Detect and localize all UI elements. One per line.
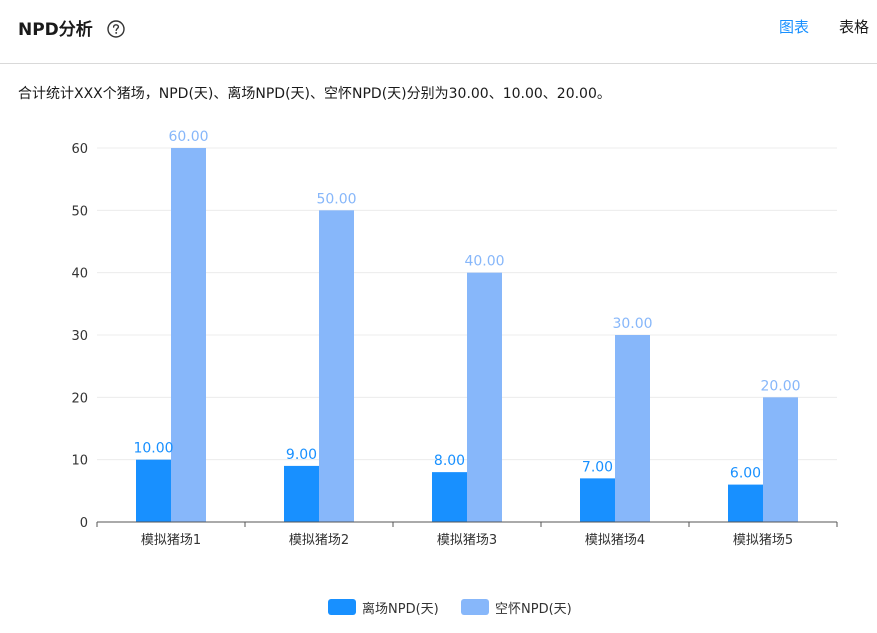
y-tick-label: 0 (80, 516, 88, 531)
bar-leave-npd[interactable] (136, 459, 171, 522)
chart-legend: 离场NPD(天) 空怀NPD(天) (0, 597, 877, 617)
bar-empty-npd[interactable] (171, 148, 206, 522)
data-label: 10.00 (133, 441, 173, 457)
bar-chart: 0 10 20 30 40 50 60 10.00 60.00 9.00 50.00 8.00 40.… (71, 129, 838, 548)
y-axis-tick-labels: 0 10 20 30 40 50 60 (71, 142, 88, 531)
y-tick-label: 50 (71, 204, 88, 219)
y-tick-label: 40 (71, 267, 88, 282)
legend-label-leave-npd: 离场NPD(天) (362, 601, 439, 617)
bar-leave-npd[interactable] (284, 465, 319, 522)
x-tick-label: 模拟猪场4 (585, 533, 645, 548)
y-tick-label: 30 (71, 329, 88, 344)
bar-leave-npd[interactable] (728, 484, 763, 522)
x-tick-label: 模拟猪场3 (437, 533, 497, 548)
data-label: 30.00 (612, 316, 652, 332)
panel-title: NPD分析 (18, 20, 93, 40)
data-labels: 10.00 60.00 9.00 50.00 8.00 40.00 7.00 30.00 6.0… (133, 129, 800, 482)
bar-empty-npd[interactable] (467, 272, 502, 522)
data-label: 6.00 (730, 466, 761, 482)
data-label: 20.00 (760, 378, 800, 394)
chart-bars (136, 148, 798, 523)
data-label: 60.00 (168, 129, 208, 145)
bar-leave-npd[interactable] (580, 478, 615, 522)
bar-empty-npd[interactable] (763, 397, 798, 522)
help-icon[interactable] (107, 20, 125, 38)
data-label: 40.00 (464, 254, 504, 270)
data-label: 8.00 (434, 453, 465, 469)
legend-swatch-empty-npd (461, 599, 489, 615)
tab-chart[interactable]: 图表 (779, 18, 810, 36)
data-label: 50.00 (316, 191, 356, 207)
x-tick-label: 模拟猪场2 (289, 533, 349, 548)
legend-label-empty-npd: 空怀NPD(天) (495, 601, 572, 617)
panel-header: NPD分析 图表 表格 (0, 0, 877, 64)
legend-swatch-leave-npd (328, 599, 356, 615)
summary-text: 合计统计XXX个猪场，NPD(天)、离场NPD(天)、空怀NPD(天)分别为30… (18, 86, 611, 102)
x-axis: 模拟猪场1 模拟猪场2 模拟猪场3 模拟猪场4 模拟猪场5 (96, 521, 838, 548)
data-label: 7.00 (582, 459, 613, 475)
y-tick-label: 10 (71, 454, 88, 469)
bar-empty-npd[interactable] (615, 335, 650, 522)
tab-table[interactable]: 表格 (839, 18, 870, 36)
chart-gridlines (97, 147, 837, 461)
x-tick-label: 模拟猪场5 (733, 533, 793, 548)
bar-empty-npd[interactable] (319, 210, 354, 523)
legend-item-leave-npd[interactable]: 离场NPD(天) (328, 597, 439, 617)
data-label: 9.00 (286, 447, 317, 463)
y-tick-label: 60 (71, 142, 88, 157)
bar-leave-npd[interactable] (432, 472, 467, 522)
y-tick-label: 20 (71, 391, 88, 406)
x-tick-label: 模拟猪场1 (141, 533, 201, 548)
legend-item-empty-npd[interactable]: 空怀NPD(天) (461, 597, 572, 617)
